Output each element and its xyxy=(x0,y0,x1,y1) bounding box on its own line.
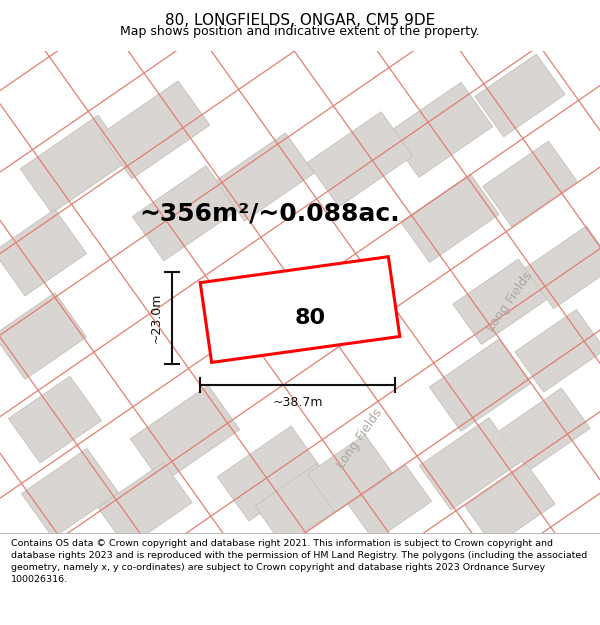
Polygon shape xyxy=(430,339,530,431)
Polygon shape xyxy=(308,434,392,512)
Polygon shape xyxy=(98,462,192,548)
Polygon shape xyxy=(22,449,119,538)
Polygon shape xyxy=(500,388,590,471)
Polygon shape xyxy=(349,465,431,541)
Polygon shape xyxy=(0,209,86,296)
Text: Map shows position and indicative extent of the property.: Map shows position and indicative extent… xyxy=(120,26,480,39)
Polygon shape xyxy=(419,418,521,510)
Text: 80: 80 xyxy=(295,308,326,328)
Polygon shape xyxy=(0,293,86,379)
Polygon shape xyxy=(453,259,547,344)
Polygon shape xyxy=(465,464,555,546)
Text: ~356m²/~0.088ac.: ~356m²/~0.088ac. xyxy=(140,201,400,225)
Text: 80, LONGFIELDS, ONGAR, CM5 9DE: 80, LONGFIELDS, ONGAR, CM5 9DE xyxy=(165,12,435,28)
Text: Long Fields: Long Fields xyxy=(485,269,535,334)
Text: Long Fields: Long Fields xyxy=(335,407,385,471)
Polygon shape xyxy=(130,386,239,483)
Polygon shape xyxy=(401,174,499,262)
Polygon shape xyxy=(100,81,209,179)
Polygon shape xyxy=(388,82,493,178)
Polygon shape xyxy=(8,376,101,462)
Polygon shape xyxy=(525,226,600,309)
Text: Contains OS data © Crown copyright and database right 2021. This information is : Contains OS data © Crown copyright and d… xyxy=(11,539,587,584)
Polygon shape xyxy=(483,141,577,226)
Polygon shape xyxy=(200,257,400,362)
Polygon shape xyxy=(133,166,238,261)
Text: ~38.7m: ~38.7m xyxy=(272,396,323,409)
Polygon shape xyxy=(217,426,323,521)
Polygon shape xyxy=(515,309,600,392)
Polygon shape xyxy=(307,112,413,207)
Polygon shape xyxy=(255,464,345,546)
Polygon shape xyxy=(216,133,314,221)
Polygon shape xyxy=(475,54,565,137)
Polygon shape xyxy=(20,116,130,213)
Text: ~23.0m: ~23.0m xyxy=(149,292,163,343)
